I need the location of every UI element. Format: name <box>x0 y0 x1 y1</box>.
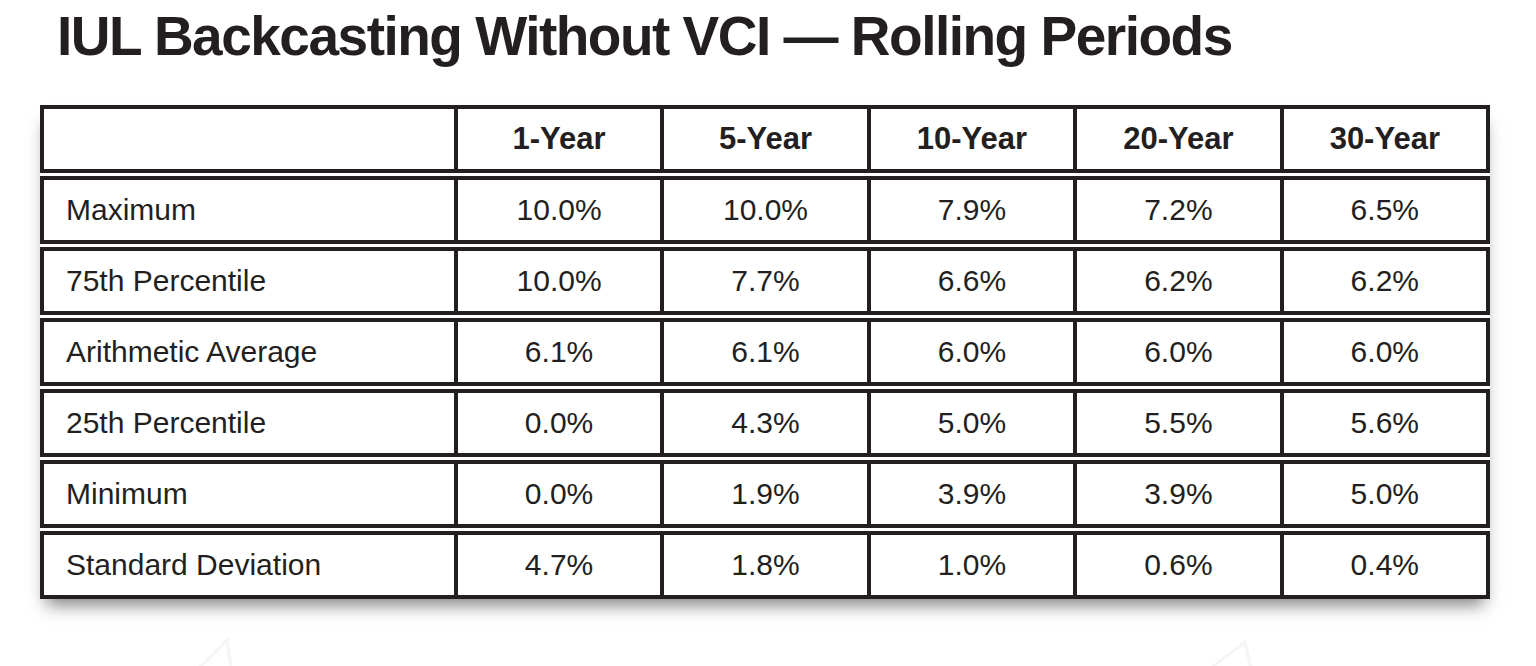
value-cell: 5.6% <box>1284 393 1486 453</box>
value-cell: 6.2% <box>1284 251 1486 311</box>
table-row: 25th Percentile0.0%4.3%5.0%5.5%5.6% <box>40 389 1490 457</box>
column-header: 5-Year <box>664 109 870 169</box>
value-cell: 4.7% <box>458 535 664 595</box>
value-cell: 10.0% <box>458 251 664 311</box>
value-cell: 5.5% <box>1077 393 1283 453</box>
value-cell: 10.0% <box>664 180 870 240</box>
value-cell: 1.9% <box>664 464 870 524</box>
value-cell: 7.2% <box>1077 180 1283 240</box>
row-label: Arithmetic Average <box>44 322 458 382</box>
value-cell: 6.0% <box>871 322 1077 382</box>
row-label: Maximum <box>44 180 458 240</box>
value-cell: 0.6% <box>1077 535 1283 595</box>
column-header: 10-Year <box>871 109 1077 169</box>
value-cell: 6.6% <box>871 251 1077 311</box>
row-label: 75th Percentile <box>44 251 458 311</box>
row-label: Standard Deviation <box>44 535 458 595</box>
page-title: IUL Backcasting Without VCI — Rolling Pe… <box>57 4 1497 68</box>
value-cell: 7.9% <box>871 180 1077 240</box>
value-cell: 0.4% <box>1284 535 1486 595</box>
value-cell: 0.0% <box>458 393 664 453</box>
column-header: 1-Year <box>458 109 664 169</box>
table-row: Maximum10.0%10.0%7.9%7.2%6.5% <box>40 176 1490 244</box>
value-cell: 4.3% <box>664 393 870 453</box>
column-header: 20-Year <box>1077 109 1283 169</box>
value-cell: 6.1% <box>458 322 664 382</box>
value-cell: 6.1% <box>664 322 870 382</box>
value-cell: 1.8% <box>664 535 870 595</box>
row-label: 25th Percentile <box>44 393 458 453</box>
value-cell: 10.0% <box>458 180 664 240</box>
value-cell: 6.5% <box>1284 180 1486 240</box>
page: IUL Backcasting Without VCI — Rolling Pe… <box>0 0 1536 666</box>
value-cell: 6.2% <box>1077 251 1283 311</box>
value-cell: 3.9% <box>871 464 1077 524</box>
value-cell: 6.0% <box>1284 322 1486 382</box>
column-header: 30-Year <box>1284 109 1486 169</box>
header-row: 1-Year5-Year10-Year20-Year30-Year <box>40 105 1490 173</box>
table-row: 75th Percentile10.0%7.7%6.6%6.2%6.2% <box>40 247 1490 315</box>
table-row: Arithmetic Average6.1%6.1%6.0%6.0%6.0% <box>40 318 1490 386</box>
stats-table: 1-Year5-Year10-Year20-Year30-YearMaximum… <box>40 105 1490 599</box>
value-cell: 1.0% <box>871 535 1077 595</box>
watermark-triangle-right <box>1205 640 1295 666</box>
value-cell: 0.0% <box>458 464 664 524</box>
corner-cell <box>44 109 458 169</box>
table-row: Minimum0.0%1.9%3.9%3.9%5.0% <box>40 460 1490 528</box>
value-cell: 7.7% <box>664 251 870 311</box>
value-cell: 3.9% <box>1077 464 1283 524</box>
row-label: Minimum <box>44 464 458 524</box>
value-cell: 5.0% <box>871 393 1077 453</box>
value-cell: 5.0% <box>1284 464 1486 524</box>
table-row: Standard Deviation4.7%1.8%1.0%0.6%0.4% <box>40 531 1490 599</box>
value-cell: 6.0% <box>1077 322 1283 382</box>
watermark-triangle-left <box>195 638 275 666</box>
